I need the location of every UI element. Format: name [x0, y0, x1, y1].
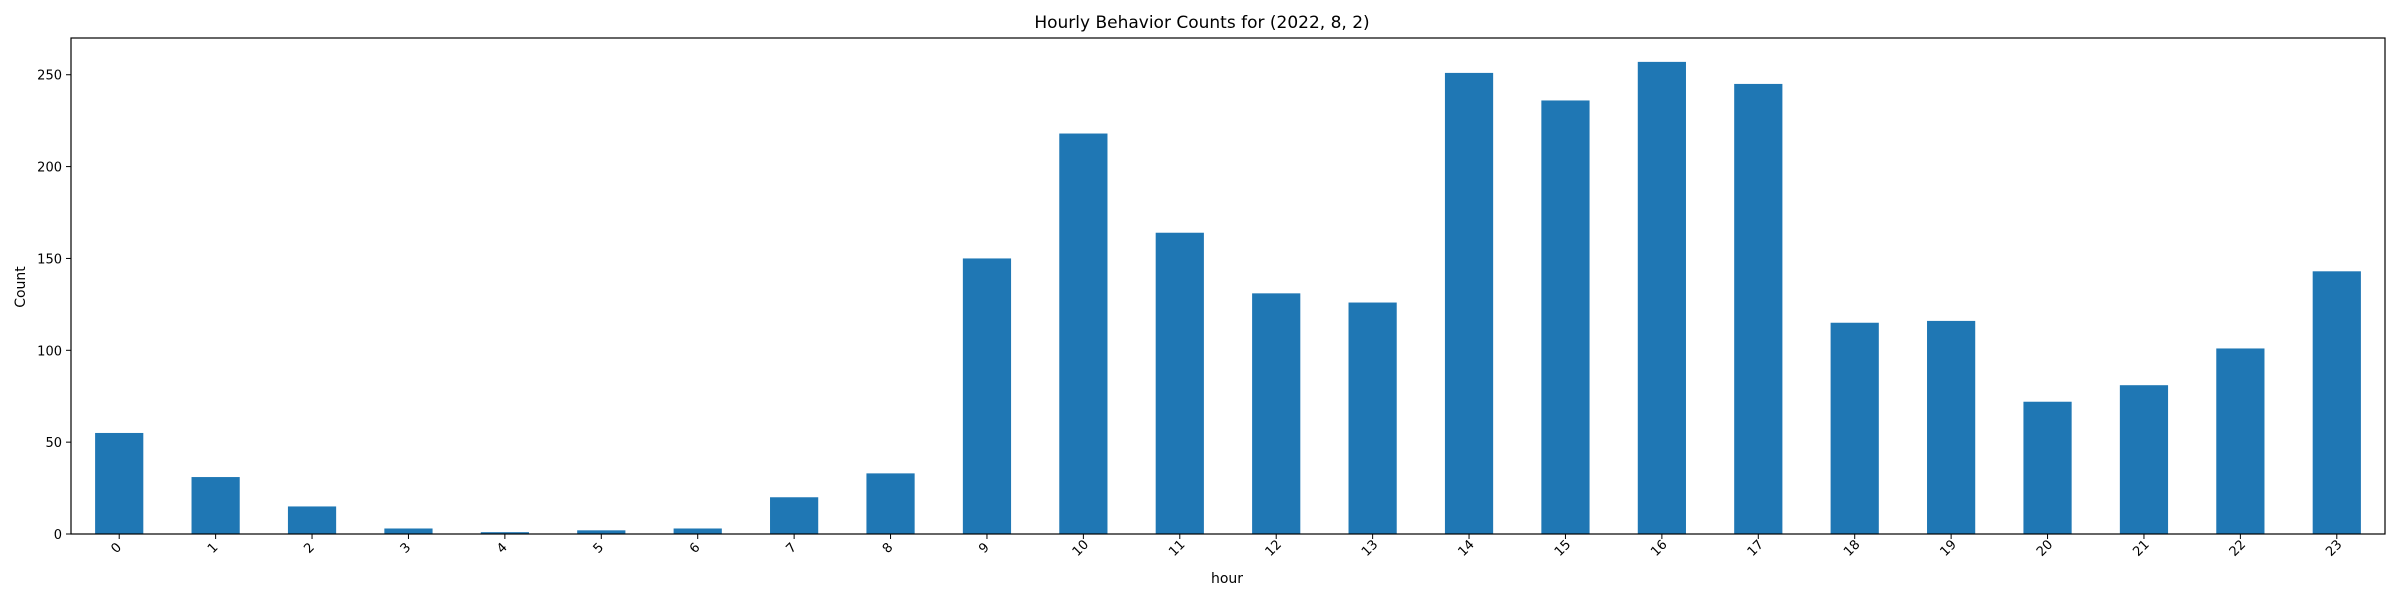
x-tick-label: 11: [1166, 537, 1188, 559]
x-tick-label: 2: [301, 540, 317, 556]
y-tick-label: 150: [37, 252, 62, 267]
bar-hour-19: [1927, 320, 1976, 534]
x-tick-label: 10: [1070, 537, 1092, 559]
x-tick-label: 7: [783, 540, 799, 556]
x-tick-label: 9: [976, 540, 992, 556]
x-tick-label: 22: [2227, 537, 2249, 559]
bar-hour-2: [287, 506, 337, 534]
bar-hour-10: [1059, 133, 1108, 534]
y-tick-label: 0: [54, 528, 62, 543]
x-tick-label: 14: [1455, 537, 1477, 559]
x-tick-label: 0: [109, 540, 125, 556]
plot-frame: [70, 37, 2386, 535]
x-tick-label: 3: [398, 540, 414, 556]
chart-title: Hourly Behavior Counts for (2022, 8, 2): [1034, 13, 1369, 33]
bar-hour-8: [866, 473, 915, 534]
bar-hour-22: [2216, 348, 2265, 534]
bar-hour-18: [1830, 322, 1879, 534]
x-axis-label: hour: [1211, 571, 1243, 587]
bar-hour-4: [480, 532, 529, 534]
x-tick-label: 4: [494, 540, 510, 556]
bar-hour-1: [191, 477, 240, 534]
x-tick-label: 8: [880, 540, 896, 556]
x-tick-label: 6: [687, 540, 703, 556]
bar-hour-7: [770, 497, 819, 534]
bar-hour-9: [962, 258, 1012, 534]
x-tick-label: 21: [2130, 537, 2152, 559]
bar-hour-3: [384, 528, 433, 534]
x-tick-label: 19: [1937, 537, 1959, 559]
x-tick-label: 16: [1648, 537, 1670, 559]
bar-hour-21: [2119, 385, 2169, 534]
bar-hour-6: [673, 528, 722, 534]
y-tick-label: 200: [37, 161, 62, 176]
x-tick-label: 17: [1745, 537, 1767, 559]
bar-hour-5: [577, 530, 626, 534]
x-tick-label: 5: [591, 540, 607, 556]
bar-hour-0: [95, 432, 144, 534]
bar-hour-12: [1252, 293, 1301, 534]
bar-hour-14: [1444, 72, 1494, 535]
y-tick-label: 250: [37, 69, 62, 84]
x-tick-label: 20: [2034, 537, 2056, 559]
y-tick-label: 100: [37, 344, 62, 359]
x-tick-label: 13: [1359, 537, 1381, 559]
bar-hour-11: [1155, 232, 1204, 534]
y-axis: 0 50 100 150 200 250: [37, 69, 71, 543]
y-tick-label: 50: [45, 436, 62, 451]
x-axis: 0 1 2 3 4 5 6 7 8 9 10 11 12 13 14 15 16 17 18 19 20 21 22 23: [109, 534, 2345, 560]
bar-hour-17: [1734, 83, 1783, 534]
x-tick-label: 15: [1552, 537, 1574, 559]
bar-hour-23: [2312, 271, 2361, 534]
bar-hour-13: [1348, 302, 1397, 534]
x-tick-label: 23: [2323, 537, 2345, 559]
bars-layer: [95, 61, 2361, 535]
bar-hour-20: [2023, 401, 2072, 534]
y-axis-label: Count: [13, 266, 29, 308]
bar-hour-15: [1541, 100, 1590, 534]
bar-hour-16: [1637, 61, 1686, 535]
x-tick-label: 12: [1263, 537, 1285, 559]
x-tick-label: 1: [205, 540, 221, 556]
x-tick-label: 18: [1841, 537, 1863, 559]
